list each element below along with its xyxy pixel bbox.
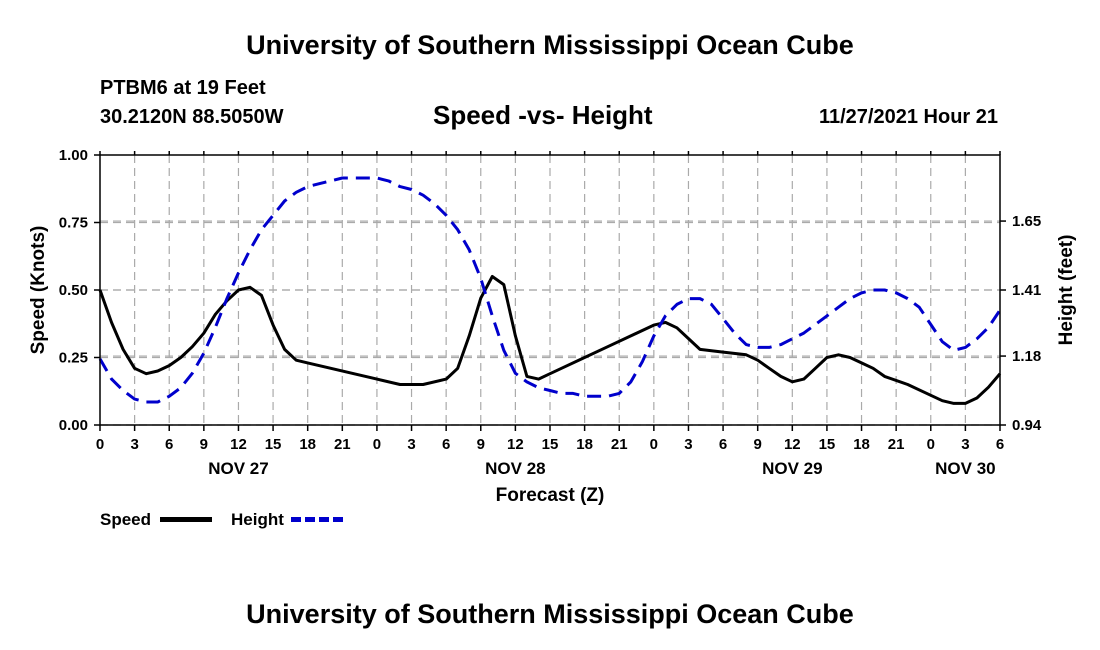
chart-title: Speed -vs- Height [433, 100, 653, 130]
forecast-datetime: 11/27/2021 Hour 21 [818, 106, 998, 128]
legend-height-swatch [291, 517, 343, 522]
x-tick-label: 6 [996, 436, 1004, 453]
series-layer [98, 176, 1002, 405]
x-tick-label: 12 [507, 436, 524, 453]
x-tick-label: 0 [927, 436, 935, 453]
day-label: NOV 28 [485, 459, 545, 478]
x-tick-label: 21 [611, 436, 628, 453]
legend-height-label: Height [231, 510, 284, 529]
x-tick-label: 3 [684, 436, 692, 453]
x-tick-label: 21 [334, 436, 351, 453]
y-right-tick-label: 1.65 [1012, 213, 1041, 230]
x-tick-label: 6 [719, 436, 727, 453]
legend-speed-swatch [160, 517, 212, 522]
y-left-tick-label: 1.00 [59, 147, 88, 164]
y-right-axis-title: Height (feet) [1056, 235, 1077, 346]
y-left-tick-label: 0.25 [59, 350, 88, 367]
x-tick-label: 18 [299, 436, 316, 453]
legend-speed-label: Speed [100, 510, 152, 529]
label-layer: 0 3 6 9 12 15 18 21 0 3 6 9 12 15 18 21 0 3 6 9 12 15 18 21 0 3 60… [28, 147, 1077, 506]
x-tick-label: 6 [442, 436, 450, 453]
x-tick-label: 0 [96, 436, 104, 453]
x-tick-label: 9 [200, 436, 208, 453]
x-tick-label: 9 [754, 436, 762, 453]
x-tick-label: 15 [819, 436, 836, 453]
y-right-tick-label: 1.18 [1012, 348, 1041, 365]
y-left-tick-label: 0.50 [59, 282, 88, 299]
day-label: NOV 29 [762, 459, 822, 478]
plot-frame [99, 154, 1001, 426]
x-tick-label: 6 [165, 436, 173, 453]
x-tick-label: 18 [853, 436, 870, 453]
y-left-tick-label: 0.00 [59, 417, 88, 434]
x-tick-label: 3 [407, 436, 415, 453]
x-tick-label: 3 [130, 436, 138, 453]
grid-layer [100, 155, 1000, 426]
height-series-line [98, 176, 1002, 404]
x-tick-label: 21 [888, 436, 905, 453]
x-tick-label: 15 [542, 436, 559, 453]
x-tick-label: 9 [477, 436, 485, 453]
x-tick-label: 12 [230, 436, 247, 453]
x-tick-label: 12 [784, 436, 801, 453]
footer-title: University of Southern Mississippi Ocean… [246, 599, 854, 629]
x-tick-label: 0 [650, 436, 658, 453]
frame-layer [94, 151, 1006, 431]
day-label: NOV 30 [935, 459, 995, 478]
day-label: NOV 27 [208, 459, 268, 478]
station-coordinates: 30.2120N 88.5050W [100, 106, 284, 128]
y-left-axis-title: Speed (Knots) [28, 226, 49, 355]
x-tick-label: 3 [961, 436, 969, 453]
x-tick-label: 15 [265, 436, 282, 453]
y-right-tick-label: 0.94 [1012, 417, 1042, 434]
x-tick-label: 0 [373, 436, 381, 453]
page-title: University of Southern Mississippi Ocean… [246, 30, 854, 60]
y-left-tick-label: 0.75 [59, 215, 88, 232]
x-axis-title: Forecast (Z) [496, 485, 605, 506]
station-name: PTBM6 at 19 Feet [100, 77, 266, 99]
y-right-tick-label: 1.41 [1012, 282, 1041, 299]
x-tick-label: 18 [576, 436, 593, 453]
